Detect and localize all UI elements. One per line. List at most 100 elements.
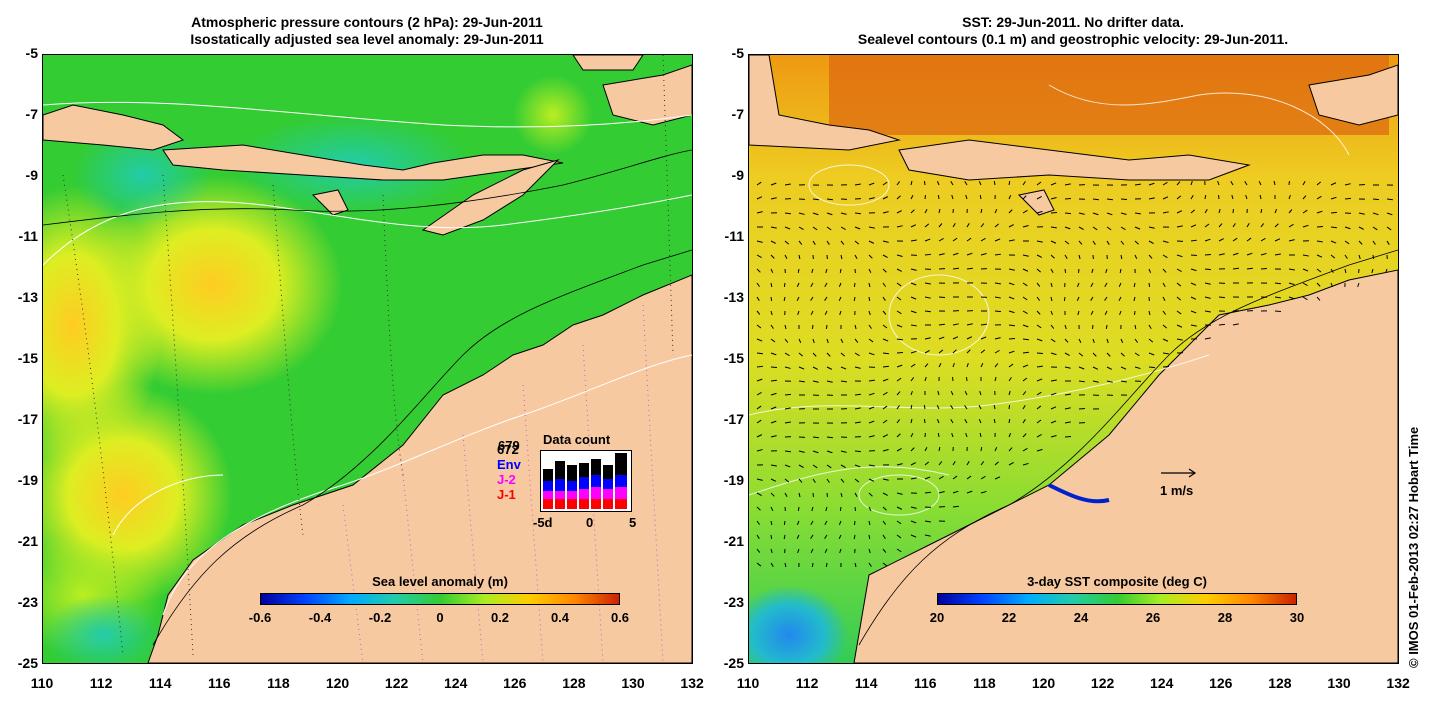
velocity-arrow bbox=[993, 418, 996, 424]
velocity-arrow bbox=[938, 461, 943, 466]
velocity-arrow bbox=[868, 435, 875, 438]
velocity-arrow bbox=[1050, 338, 1056, 343]
velocity-arrow bbox=[868, 562, 872, 567]
velocity-arrow bbox=[812, 436, 819, 439]
velocity-arrow bbox=[923, 418, 926, 424]
velocity-arrow bbox=[798, 492, 801, 498]
right-x-label: 126 bbox=[1209, 675, 1233, 691]
velocity-arrow bbox=[784, 212, 791, 215]
velocity-arrow bbox=[824, 534, 828, 539]
velocity-arrow bbox=[896, 210, 902, 214]
velocity-arrow bbox=[770, 182, 777, 186]
velocity-arrow bbox=[853, 296, 856, 302]
velocity-arrow bbox=[924, 253, 931, 256]
velocity-arrow bbox=[896, 377, 902, 382]
velocity-arrow bbox=[1022, 351, 1029, 354]
data-count-tick-neg5d: -5d bbox=[533, 515, 553, 530]
velocity-arrow bbox=[797, 268, 800, 274]
velocity-arrow bbox=[1162, 240, 1169, 244]
velocity-arrow bbox=[854, 421, 861, 424]
velocity-arrow bbox=[966, 362, 969, 368]
velocity-arrow bbox=[950, 419, 954, 424]
velocity-arrow bbox=[783, 282, 786, 288]
velocity-arrow bbox=[1008, 310, 1015, 314]
velocity-arrow bbox=[868, 492, 873, 497]
right-y-label: -13 bbox=[723, 289, 744, 305]
velocity-arrow bbox=[824, 310, 828, 316]
velocity-arrow bbox=[937, 194, 940, 200]
velocity-arrow bbox=[854, 464, 861, 468]
velocity-arrow bbox=[979, 194, 982, 200]
right-y-label: -23 bbox=[723, 594, 744, 610]
velocity-arrow bbox=[1302, 224, 1309, 228]
left-x-label: 118 bbox=[267, 675, 290, 691]
velocity-arrow bbox=[839, 268, 842, 274]
velocity-arrow bbox=[910, 324, 917, 327]
velocity-arrow bbox=[868, 506, 872, 512]
velocity-arrow bbox=[826, 352, 831, 357]
left-y-label: -9 bbox=[25, 167, 38, 183]
velocity-arrow bbox=[882, 181, 888, 186]
velocity-arrow bbox=[1260, 237, 1266, 242]
velocity-arrow bbox=[1091, 268, 1094, 274]
velocity-arrow bbox=[868, 296, 871, 302]
velocity-arrow bbox=[1022, 391, 1027, 396]
velocity-arrow bbox=[770, 240, 776, 244]
velocity-arrow bbox=[1231, 194, 1234, 200]
velocity-arrow bbox=[1078, 366, 1085, 370]
velocity-arrow bbox=[770, 379, 777, 382]
right-colorbar-title: 3-day SST composite (deg C) bbox=[1027, 574, 1207, 589]
velocity-arrow bbox=[811, 562, 814, 568]
velocity-arrow bbox=[1078, 352, 1084, 357]
velocity-arrow bbox=[1064, 435, 1071, 438]
velocity-arrow bbox=[1218, 238, 1224, 242]
velocity-arrow bbox=[1176, 338, 1183, 341]
right-x-label: 130 bbox=[1327, 675, 1351, 691]
velocity-arrow bbox=[812, 366, 819, 370]
velocity-arrow bbox=[1008, 239, 1015, 242]
velocity-arrow bbox=[1204, 268, 1211, 271]
velocity-arrow bbox=[994, 476, 1001, 480]
velocity-arrow bbox=[882, 282, 887, 287]
velocity-arrow bbox=[840, 464, 846, 468]
velocity-arrow bbox=[1190, 296, 1197, 300]
velocity-arrow bbox=[838, 282, 842, 288]
velocity-arrow bbox=[896, 463, 903, 466]
legend-j2: J-2 bbox=[497, 472, 516, 487]
velocity-arrow bbox=[840, 226, 846, 231]
velocity-arrow bbox=[1064, 393, 1071, 396]
velocity-arrow bbox=[1118, 282, 1122, 288]
velocity-arrow bbox=[910, 194, 914, 200]
velocity-arrow bbox=[966, 252, 973, 256]
velocity-arrow bbox=[966, 237, 972, 242]
velocity-arrow bbox=[937, 432, 940, 438]
velocity-arrow bbox=[1050, 324, 1055, 329]
velocity-arrow bbox=[1050, 254, 1055, 259]
velocity-arrow bbox=[838, 520, 842, 526]
velocity-arrow bbox=[839, 548, 842, 554]
velocity-arrow bbox=[1022, 296, 1028, 301]
velocity-arrow bbox=[784, 338, 789, 343]
velocity-arrow bbox=[1078, 240, 1083, 245]
velocity-arrow bbox=[1036, 240, 1043, 243]
velocity-arrow bbox=[756, 548, 761, 553]
velocity-arrow bbox=[952, 461, 956, 466]
velocity-arrow bbox=[924, 238, 931, 242]
velocity-arrow bbox=[1050, 282, 1053, 288]
velocity-arrow bbox=[1288, 194, 1291, 200]
velocity-arrow bbox=[770, 254, 775, 259]
velocity-arrow bbox=[868, 534, 871, 540]
velocity-arrow bbox=[756, 520, 760, 525]
velocity-arrow bbox=[770, 197, 777, 200]
velocity-arrow bbox=[1386, 198, 1393, 201]
right-colorbar-tick: 24 bbox=[1073, 610, 1089, 625]
velocity-arrow bbox=[994, 310, 1001, 313]
velocity-arrow bbox=[1036, 405, 1042, 410]
velocity-arrow bbox=[882, 310, 887, 315]
velocity-arrow bbox=[1050, 226, 1057, 229]
velocity-arrow bbox=[1176, 310, 1182, 315]
velocity-arrow bbox=[1386, 212, 1393, 216]
velocity-arrow bbox=[854, 338, 859, 343]
velocity-arrow bbox=[910, 462, 917, 466]
velocity-arrow bbox=[1260, 223, 1265, 228]
